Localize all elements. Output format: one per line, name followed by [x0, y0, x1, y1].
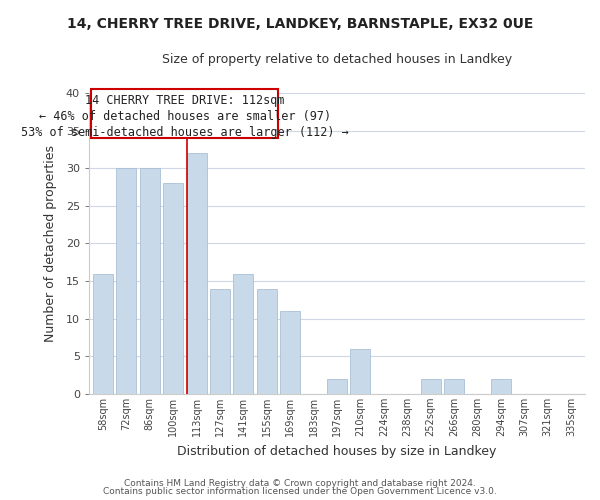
Text: Contains public sector information licensed under the Open Government Licence v3: Contains public sector information licen…	[103, 487, 497, 496]
Text: 14 CHERRY TREE DRIVE: 112sqm: 14 CHERRY TREE DRIVE: 112sqm	[85, 94, 284, 107]
Bar	[421, 379, 440, 394]
Bar	[210, 288, 230, 394]
Text: Contains HM Land Registry data © Crown copyright and database right 2024.: Contains HM Land Registry data © Crown c…	[124, 478, 476, 488]
Text: ← 46% of detached houses are smaller (97): ← 46% of detached houses are smaller (97…	[39, 110, 331, 123]
Bar	[491, 379, 511, 394]
Bar	[350, 349, 370, 394]
Bar	[93, 274, 113, 394]
Bar	[280, 311, 300, 394]
Bar	[140, 168, 160, 394]
Bar	[233, 274, 253, 394]
Bar	[444, 379, 464, 394]
Text: 14, CHERRY TREE DRIVE, LANDKEY, BARNSTAPLE, EX32 0UE: 14, CHERRY TREE DRIVE, LANDKEY, BARNSTAP…	[67, 18, 533, 32]
Title: Size of property relative to detached houses in Landkey: Size of property relative to detached ho…	[162, 52, 512, 66]
Text: 53% of semi-detached houses are larger (112) →: 53% of semi-detached houses are larger (…	[21, 126, 349, 139]
Y-axis label: Number of detached properties: Number of detached properties	[44, 145, 58, 342]
Bar	[257, 288, 277, 394]
Bar	[187, 153, 206, 394]
FancyBboxPatch shape	[91, 90, 278, 138]
Bar	[327, 379, 347, 394]
X-axis label: Distribution of detached houses by size in Landkey: Distribution of detached houses by size …	[177, 444, 497, 458]
Bar	[116, 168, 136, 394]
Bar	[163, 184, 183, 394]
